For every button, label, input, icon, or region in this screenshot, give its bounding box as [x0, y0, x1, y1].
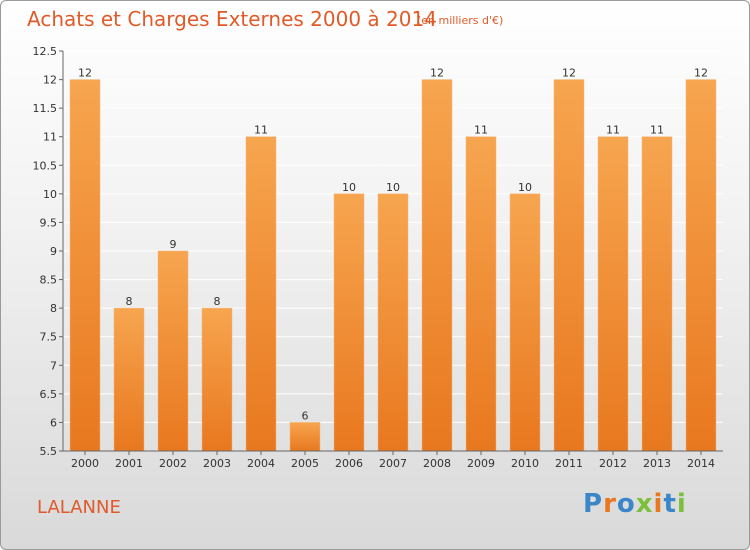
- y-tick-label: 8.5: [40, 274, 58, 287]
- y-tick-label: 7.5: [40, 331, 58, 344]
- data-label-2012: 11: [606, 124, 620, 137]
- y-tick-label: 6.5: [40, 388, 58, 401]
- y-tick-label: 6: [50, 416, 57, 429]
- data-label-2014: 12: [694, 67, 708, 80]
- data-label-2001: 8: [126, 295, 133, 308]
- bar-2000: [69, 79, 101, 452]
- data-label-2000: 12: [78, 67, 92, 80]
- bar-2006: [333, 193, 365, 452]
- x-tick-label-2004: 2004: [247, 457, 275, 470]
- y-tick-label: 11.5: [33, 102, 58, 115]
- x-tick-label-2008: 2008: [423, 457, 451, 470]
- data-label-2009: 11: [474, 124, 488, 137]
- proxiti-logo[interactable]: Proxiti: [583, 489, 687, 519]
- bar-2008: [421, 79, 453, 452]
- bar-2014: [685, 79, 717, 452]
- y-tick-label: 10.5: [33, 159, 58, 172]
- y-tick-label: 8: [50, 302, 57, 315]
- bar-2009: [465, 136, 497, 452]
- data-label-2010: 10: [518, 181, 532, 194]
- place-name: LALANNE: [37, 497, 121, 518]
- x-tick-label-2001: 2001: [115, 457, 143, 470]
- x-tick-label-2006: 2006: [335, 457, 363, 470]
- x-tick-label-2014: 2014: [687, 457, 715, 470]
- x-tick-label-2010: 2010: [511, 457, 539, 470]
- data-label-2005: 6: [302, 409, 309, 422]
- bar-2002: [157, 250, 189, 452]
- data-label-2002: 9: [170, 238, 177, 251]
- data-label-2013: 11: [650, 124, 664, 137]
- bar-2003: [201, 307, 233, 452]
- bar-2012: [597, 136, 629, 452]
- y-tick-label: 7: [50, 359, 57, 372]
- chart-subtitle: (en milliers d'€): [417, 14, 504, 27]
- data-label-2007: 10: [386, 181, 400, 194]
- bar-2005: [289, 422, 321, 452]
- bar-2001: [113, 307, 145, 452]
- y-tick-label: 9: [50, 245, 57, 258]
- bar-2010: [509, 193, 541, 452]
- x-tick-label-2012: 2012: [599, 457, 627, 470]
- data-label-2004: 11: [254, 124, 268, 137]
- x-tick-label-2005: 2005: [291, 457, 319, 470]
- y-tick-label: 12: [43, 74, 57, 87]
- x-tick-label-2000: 2000: [71, 457, 99, 470]
- x-tick-label-2003: 2003: [203, 457, 231, 470]
- y-tick-label: 12.5: [33, 45, 58, 58]
- bar-2004: [245, 136, 277, 452]
- bar-2013: [641, 136, 673, 452]
- x-tick-label-2013: 2013: [643, 457, 671, 470]
- data-label-2008: 12: [430, 67, 444, 80]
- bar-2007: [377, 193, 409, 452]
- bar-2011: [553, 79, 585, 452]
- data-label-2011: 12: [562, 67, 576, 80]
- y-tick-label: 5.5: [40, 445, 58, 458]
- x-tick-label-2007: 2007: [379, 457, 407, 470]
- y-tick-label: 10: [43, 188, 57, 201]
- bars: 12 8 9 8 11 6 10 10 12 11 10 12 11 11 12: [69, 67, 717, 452]
- chart-title: Achats et Charges Externes 2000 à 2014: [27, 7, 437, 31]
- axes: 5.5 6 6.5 7 7.5 8 8.5 9 9.5 10 10.5 11 11.5 12 12.5 200…: [33, 45, 723, 470]
- y-tick-label: 9.5: [40, 216, 58, 229]
- data-label-2006: 10: [342, 181, 356, 194]
- x-tick-label-2002: 2002: [159, 457, 187, 470]
- data-label-2003: 8: [214, 295, 221, 308]
- x-tick-label-2011: 2011: [555, 457, 583, 470]
- y-tick-label: 11: [43, 131, 57, 144]
- x-tick-label-2009: 2009: [467, 457, 495, 470]
